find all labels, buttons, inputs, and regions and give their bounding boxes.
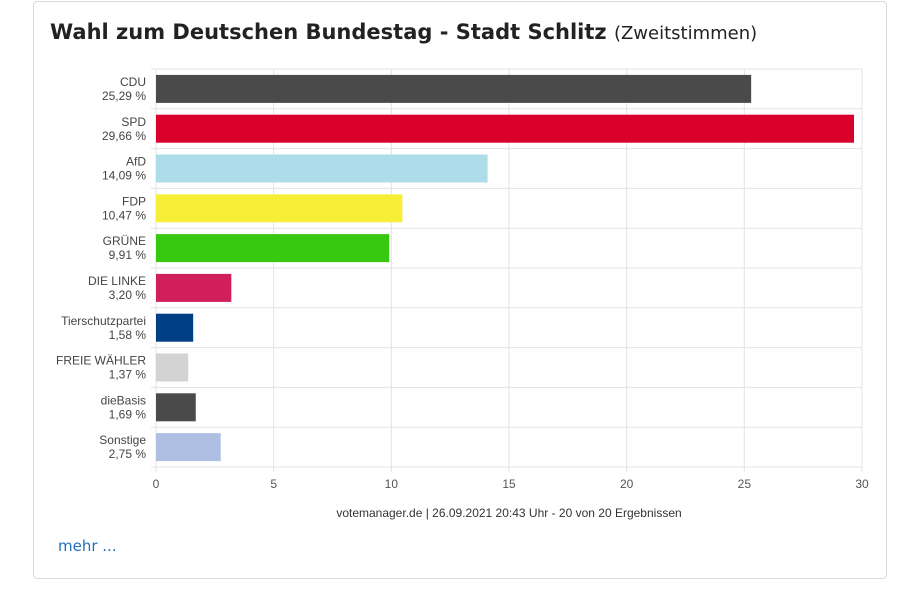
value-label: 1,37 % [109,368,147,382]
category-label: DIE LINKE [88,274,146,288]
bar [156,313,194,342]
x-tick-label: 25 [738,477,752,491]
value-label: 14,09 % [102,169,146,183]
x-tick-label: 20 [620,477,634,491]
value-label: 29,66 % [102,129,146,143]
category-label: CDU [120,75,146,89]
x-tick-label: 0 [153,477,160,491]
bar [156,194,403,223]
category-label: Sonstige [99,433,146,447]
more-link[interactable]: mehr ... [58,537,117,555]
bar [156,433,221,462]
value-label: 25,29 % [102,89,146,103]
category-label: dieBasis [101,393,146,407]
bar [156,353,189,382]
value-label: 1,69 % [109,407,147,421]
x-tick-label: 5 [270,477,277,491]
bar [156,234,390,263]
category-label: FREIE WÄHLER [56,354,146,368]
chart-title-main: Wahl zum Deutschen Bundestag - Stadt Sch… [50,20,607,44]
value-label: 2,75 % [109,447,147,461]
category-label: SPD [121,115,146,129]
bar [156,393,196,422]
chart-title: Wahl zum Deutschen Bundestag - Stadt Sch… [50,20,757,44]
x-tick-label: 10 [385,477,399,491]
category-label: AfD [126,155,146,169]
value-label: 10,47 % [102,208,146,222]
category-label: Tierschutzpartei [61,314,146,328]
source-note: votemanager.de | 26.09.2021 20:43 Uhr - … [336,506,681,520]
value-label: 3,20 % [109,288,147,302]
category-label: GRÜNE [103,234,146,248]
category-label: FDP [122,194,146,208]
bar [156,74,752,103]
chart-title-subtitle: (Zweitstimmen) [613,23,758,44]
value-label: 1,58 % [109,328,147,342]
bar [156,114,854,143]
election-result-card: Wahl zum Deutschen Bundestag - Stadt Sch… [33,1,887,579]
x-tick-label: 15 [502,477,516,491]
bar [156,154,488,183]
x-tick-label: 30 [855,477,869,491]
value-label: 9,91 % [109,248,147,262]
bar [156,273,232,302]
